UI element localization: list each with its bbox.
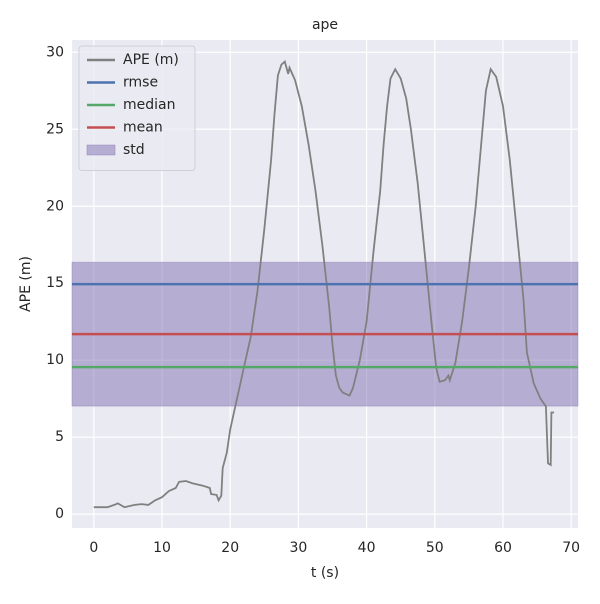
y-axis-label: APE (m) bbox=[18, 256, 34, 312]
y-tick-label: 5 bbox=[55, 429, 64, 445]
x-tick-label: 30 bbox=[289, 540, 307, 556]
legend-label: rmse bbox=[123, 75, 158, 91]
y-tick-label: 10 bbox=[46, 352, 64, 368]
legend-label: mean bbox=[123, 120, 163, 136]
legend-swatch bbox=[86, 144, 116, 156]
chart-title: ape bbox=[312, 17, 338, 33]
legend-label: median bbox=[123, 97, 175, 113]
y-tick-label: 15 bbox=[46, 275, 64, 291]
x-axis-label: t (s) bbox=[311, 565, 339, 581]
legend-label: std bbox=[123, 142, 145, 158]
legend-box bbox=[78, 45, 196, 171]
x-tick-label: 10 bbox=[153, 540, 171, 556]
y-tick-label: 25 bbox=[46, 121, 64, 137]
x-tick-label: 20 bbox=[221, 540, 239, 556]
x-tick-label: 50 bbox=[426, 540, 444, 556]
x-tick-label: 60 bbox=[494, 540, 512, 556]
x-tick-label: 40 bbox=[358, 540, 376, 556]
x-tick-label: 70 bbox=[562, 540, 580, 556]
x-tick-label: 0 bbox=[89, 540, 98, 556]
y-tick-label: 0 bbox=[55, 506, 64, 522]
data-line bbox=[93, 59, 555, 509]
legend-label: APE (m) bbox=[123, 52, 179, 68]
y-tick-label: 30 bbox=[46, 44, 64, 60]
y-tick-label: 20 bbox=[46, 198, 64, 214]
